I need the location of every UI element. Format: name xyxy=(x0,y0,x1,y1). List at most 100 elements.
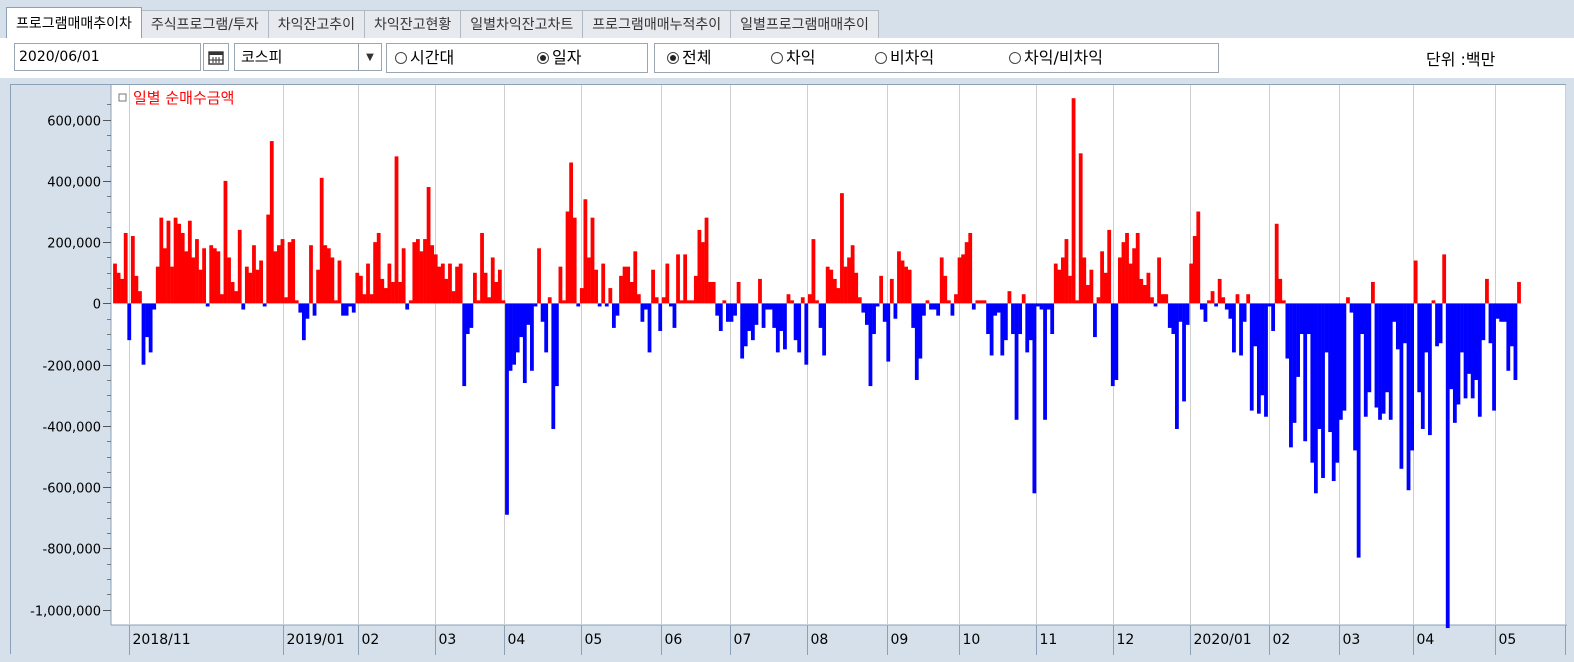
bar xyxy=(672,303,677,328)
bar xyxy=(904,266,908,304)
tab-1[interactable]: 주식프로그램/투자 xyxy=(140,10,269,38)
bar xyxy=(130,236,135,304)
bar xyxy=(269,141,274,304)
bar xyxy=(195,239,199,304)
bar xyxy=(376,232,381,304)
x-axis-area xyxy=(11,625,1567,655)
type-options-radio-3[interactable]: 차익/비차익 xyxy=(1009,44,1103,72)
bar xyxy=(1199,303,1204,310)
bar xyxy=(711,281,716,304)
tab-2[interactable]: 차익잔고추이 xyxy=(267,10,365,38)
date-field[interactable]: 2020/06/01 xyxy=(14,43,201,71)
bar xyxy=(316,269,321,304)
period-options-radio-0[interactable]: 시간대 xyxy=(395,44,454,72)
bar xyxy=(1506,303,1511,371)
unit-label: 단위 :백만 xyxy=(1426,50,1496,69)
bar xyxy=(1502,303,1507,322)
bar xyxy=(936,303,941,316)
tab-5[interactable]: 프로그램매매누적추이 xyxy=(582,10,732,38)
bar xyxy=(1385,303,1390,393)
bar xyxy=(234,291,239,304)
type-options-radio-0[interactable]: 전체 xyxy=(667,44,711,72)
radio-icon xyxy=(395,52,407,64)
bar xyxy=(1093,303,1097,338)
bar xyxy=(772,303,777,328)
x-tick-label: 2018/11 xyxy=(133,632,191,648)
bar xyxy=(366,263,370,304)
radio-label: 비차익 xyxy=(890,48,935,67)
bar xyxy=(864,303,869,325)
bar xyxy=(451,291,456,304)
period-options-radio-1[interactable]: 일자 xyxy=(537,44,581,72)
radio-label: 차익/비차익 xyxy=(1024,48,1103,67)
bar xyxy=(1192,236,1197,304)
bar xyxy=(148,303,153,353)
calendar-button[interactable] xyxy=(203,43,229,71)
bar xyxy=(227,257,231,304)
bar xyxy=(1139,278,1144,304)
bar xyxy=(644,303,648,310)
bar xyxy=(1014,303,1019,420)
bar xyxy=(469,303,474,328)
bar xyxy=(1050,303,1055,335)
bar xyxy=(1313,303,1318,494)
bar xyxy=(783,303,787,350)
bar xyxy=(661,297,666,304)
bar xyxy=(1114,303,1119,380)
radio-icon xyxy=(875,52,887,64)
bar xyxy=(1435,303,1439,347)
bar xyxy=(615,303,620,316)
bar xyxy=(412,242,417,304)
tab-4[interactable]: 일별차익잔고차트 xyxy=(460,10,584,38)
bar xyxy=(911,303,916,328)
tab-3[interactable]: 차익잔고현황 xyxy=(363,10,462,38)
type-options-radio-1[interactable]: 차익 xyxy=(771,44,815,72)
bar xyxy=(362,294,367,304)
bar xyxy=(1135,232,1140,304)
bar xyxy=(718,303,723,331)
bar xyxy=(1232,303,1236,353)
bar xyxy=(587,257,591,304)
bar xyxy=(455,266,459,304)
bar xyxy=(558,266,563,304)
bar xyxy=(807,294,812,304)
bar xyxy=(1445,303,1450,629)
bar xyxy=(1420,303,1425,429)
bar xyxy=(1021,294,1026,304)
tab-6[interactable]: 일별프로그램매매추이 xyxy=(730,10,879,38)
bar xyxy=(697,229,702,304)
bar xyxy=(1331,303,1336,482)
bar xyxy=(419,251,424,304)
bar xyxy=(1485,278,1489,304)
bar xyxy=(294,300,299,304)
bar xyxy=(750,303,755,341)
dropdown-arrow-icon[interactable]: ▼ xyxy=(358,44,381,70)
market-select[interactable]: 코스피 ▼ xyxy=(234,43,382,71)
bar xyxy=(758,278,762,304)
bar xyxy=(437,266,442,304)
radio-label: 전체 xyxy=(682,48,712,67)
bar xyxy=(961,254,965,304)
bar xyxy=(832,278,837,304)
bar xyxy=(1239,303,1243,356)
bar xyxy=(1509,303,1514,347)
bar xyxy=(1011,303,1015,335)
bar xyxy=(170,266,174,304)
bar xyxy=(152,303,157,310)
bar xyxy=(1274,223,1279,304)
type-options-radio-2[interactable]: 비차익 xyxy=(875,44,934,72)
tab-0[interactable]: 프로그램매매추이차 xyxy=(6,7,142,39)
bar xyxy=(569,162,574,304)
bar xyxy=(861,303,866,313)
bar xyxy=(1171,303,1176,335)
bar xyxy=(1075,300,1080,304)
bar xyxy=(850,245,855,304)
bar xyxy=(252,245,256,304)
bar xyxy=(1142,285,1147,304)
bar xyxy=(583,199,588,304)
bar xyxy=(138,291,142,304)
bar xyxy=(394,156,399,304)
bar xyxy=(1189,263,1194,304)
bar xyxy=(1488,303,1493,344)
x-tick-label: 2020/01 xyxy=(1194,632,1252,648)
